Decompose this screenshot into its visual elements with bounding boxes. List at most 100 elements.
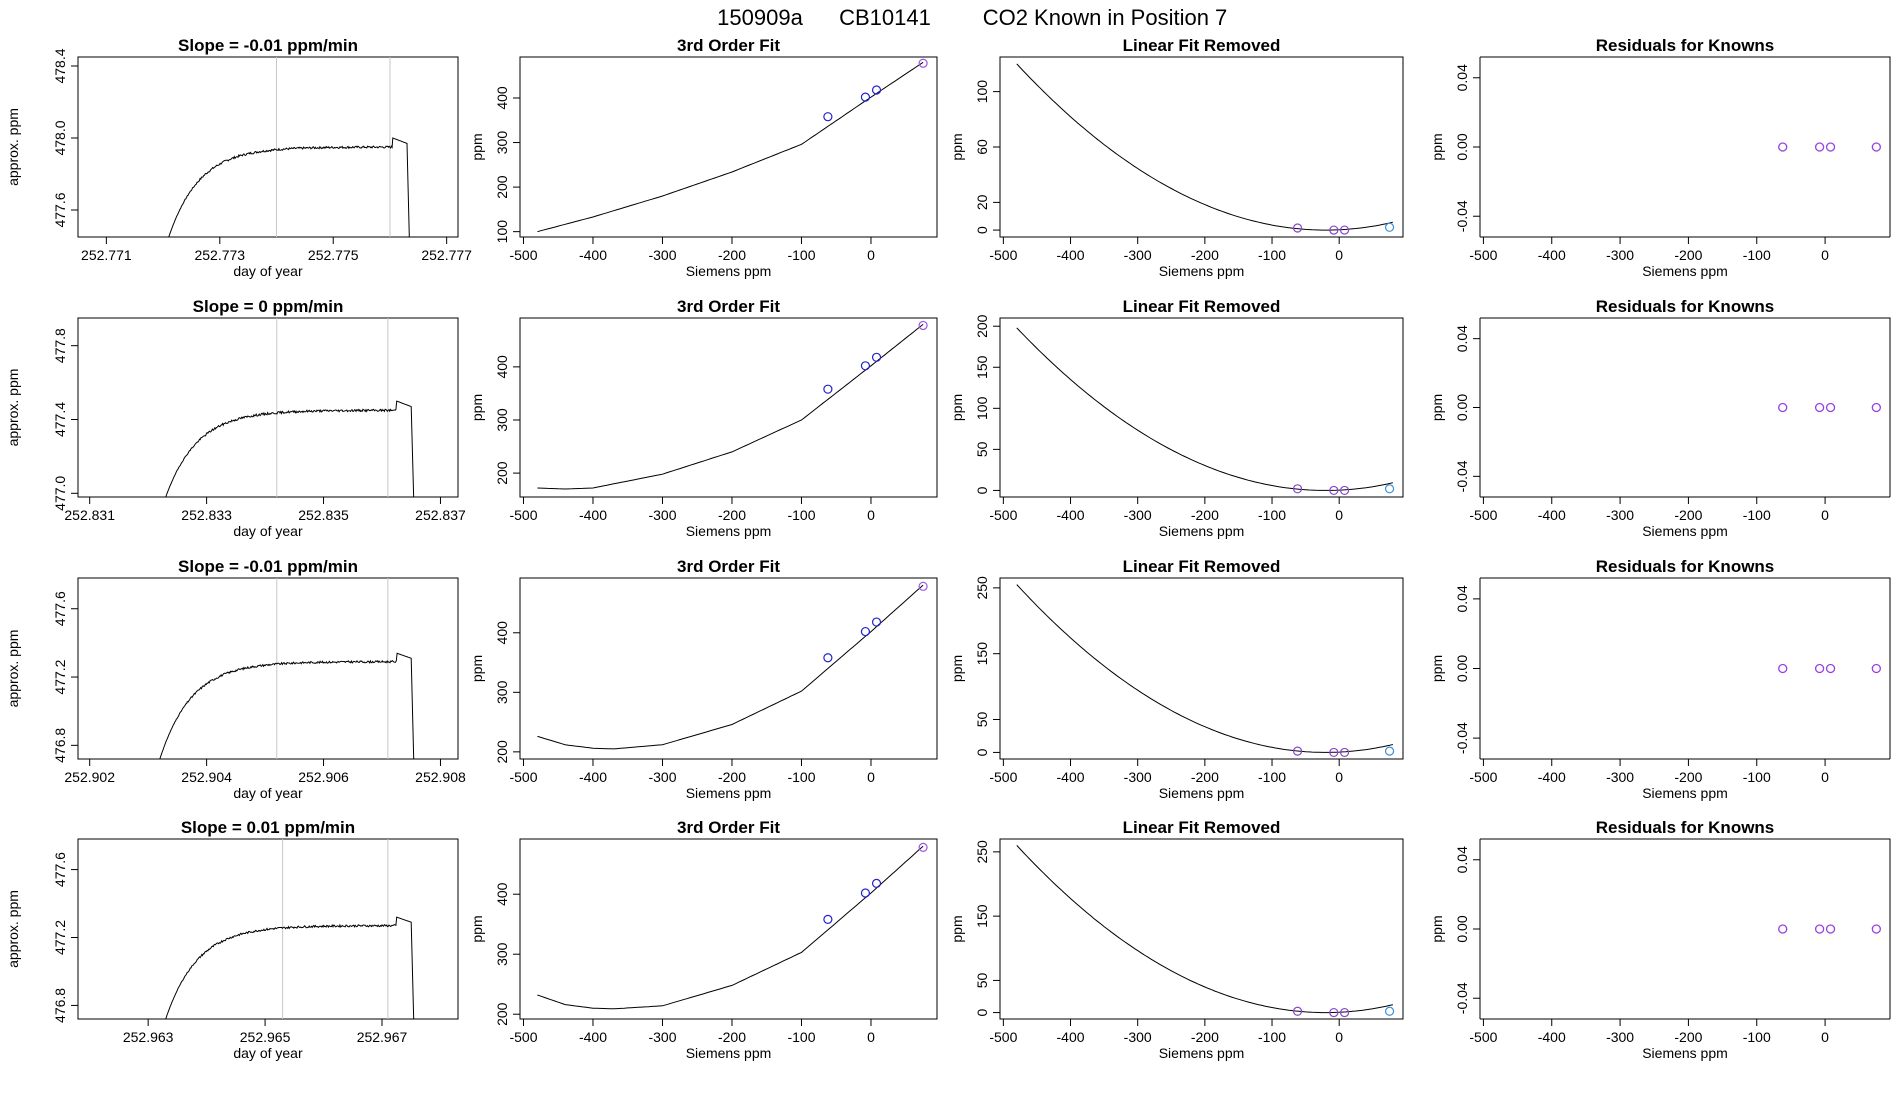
panel-title: 3rd Order Fit	[677, 818, 780, 837]
x-tick-label: 252.906	[298, 769, 349, 785]
plot-area	[537, 58, 928, 233]
known-point	[1384, 222, 1395, 232]
x-tick-label: -500	[1469, 1029, 1497, 1045]
plot-area	[1778, 402, 1881, 413]
residual-curve	[1016, 845, 1394, 1014]
x-tick-label: -100	[1743, 507, 1771, 523]
concentration-trace	[165, 916, 415, 1019]
plot-area	[165, 839, 415, 1019]
y-tick-label: 300	[494, 408, 510, 432]
y-tick-label: 100	[494, 220, 510, 244]
panel-4-linrem: Linear Fit Removed -500 -400 -300 -200 -100 0 0…	[949, 818, 1404, 1061]
plot-area	[159, 578, 415, 759]
y-tick-label: 200	[494, 740, 510, 764]
known-point	[918, 58, 928, 68]
known-point	[823, 914, 833, 925]
residual-point	[1814, 402, 1825, 413]
x-axis-label: Siemens ppm	[1159, 263, 1245, 279]
x-tick-label: -300	[648, 1029, 676, 1045]
residual-curve	[1016, 63, 1394, 231]
x-tick-label: -400	[1057, 1029, 1085, 1045]
known-point	[871, 352, 882, 362]
panel-title: Slope = 0 ppm/min	[193, 297, 344, 316]
x-tick-label: -200	[718, 769, 746, 785]
known-point	[860, 361, 871, 371]
x-tick-label: -300	[1606, 507, 1634, 523]
y-tick-label: 477.8	[52, 328, 68, 363]
plot-area	[537, 842, 928, 1010]
y-tick-label: 478.0	[52, 120, 68, 155]
y-tick-label: 477.0	[52, 476, 68, 511]
plot-area	[1016, 845, 1395, 1018]
x-tick-label: 0	[1821, 247, 1829, 263]
plot-frame	[1480, 317, 1891, 497]
x-tick-label: 0	[1821, 507, 1829, 523]
x-tick-label: 0	[867, 507, 875, 523]
y-tick-label: 0.00	[1454, 133, 1470, 160]
x-axis-label: Siemens ppm	[1159, 523, 1245, 539]
y-tick-label: 300	[494, 131, 510, 155]
x-tick-label: 252.777	[421, 247, 472, 263]
x-tick-label: 0	[867, 247, 875, 263]
plot-area	[1016, 63, 1395, 235]
panel-3-linrem: Linear Fit Removed -500 -400 -300 -200 -100 0 0…	[949, 557, 1404, 801]
x-tick-label: -100	[787, 247, 815, 263]
x-tick-label: -400	[579, 507, 607, 523]
residual-point	[1871, 402, 1881, 413]
plot-frame	[1480, 577, 1891, 759]
residual-point	[1825, 924, 1836, 934]
known-point	[1339, 1007, 1350, 1018]
x-tick-label: 252.963	[123, 1029, 174, 1045]
y-axis-label: approx. ppm	[5, 369, 21, 447]
plot-frame	[519, 577, 938, 760]
x-tick-label: -100	[1258, 769, 1286, 785]
y-tick-label: 250	[974, 840, 990, 864]
plot-frame	[999, 577, 1404, 760]
plot-frame	[519, 317, 938, 498]
x-tick-label: -300	[1606, 1029, 1634, 1045]
panel-title: 3rd Order Fit	[677, 557, 780, 576]
panel-title: Slope = -0.01 ppm/min	[178, 557, 358, 576]
y-tick-label: 477.6	[52, 852, 68, 887]
x-tick-label: -100	[1743, 769, 1771, 785]
x-axis-label: Siemens ppm	[686, 1045, 772, 1061]
y-tick-label: 477.6	[52, 192, 68, 227]
x-tick-label: -200	[718, 247, 746, 263]
x-tick-label: -100	[1258, 1029, 1286, 1045]
x-tick-label: -500	[509, 507, 537, 523]
fit-curve	[537, 845, 924, 1010]
y-tick-label: 0	[974, 226, 990, 234]
x-tick-label: -200	[718, 507, 746, 523]
x-tick-label: -500	[1469, 507, 1497, 523]
y-tick-label: 50	[974, 972, 990, 988]
plot-area	[165, 318, 415, 497]
x-tick-label: -300	[648, 769, 676, 785]
x-tick-label: -100	[1743, 1029, 1771, 1045]
x-axis-label: day of year	[233, 785, 303, 801]
x-axis-label: day of year	[233, 263, 303, 279]
panel-1-linrem: Linear Fit Removed -500 -400 -300 -200 -100 0 0…	[949, 36, 1404, 279]
concentration-trace	[168, 137, 410, 237]
known-point	[1339, 225, 1350, 235]
x-tick-label: -300	[1606, 247, 1634, 263]
x-tick-label: -400	[1538, 1029, 1566, 1045]
known-point	[918, 320, 928, 331]
panel-1-resid: Residuals for Knowns -500 -400 -300 -200 -100…	[1429, 36, 1891, 279]
panel-title: Residuals for Knowns	[1596, 818, 1775, 837]
panel-3-time: Slope = -0.01 ppm/min 252.902 252.904 252.9…	[5, 557, 466, 801]
known-point	[1292, 484, 1303, 494]
known-point	[1292, 1006, 1303, 1016]
residual-point	[1871, 924, 1881, 934]
x-tick-label: 0	[1821, 1029, 1829, 1045]
x-tick-label: 252.771	[81, 247, 132, 263]
panel-4-fit: 3rd Order Fit -500 -400 -300 -200 -100 0 200 300…	[469, 818, 938, 1061]
y-tick-label: 200	[974, 314, 990, 338]
x-tick-label: -500	[509, 247, 537, 263]
x-tick-label: -200	[1674, 1029, 1702, 1045]
y-tick-label: 0.04	[1454, 325, 1470, 352]
x-tick-label: -100	[787, 769, 815, 785]
panel-title: Slope = -0.01 ppm/min	[178, 36, 358, 55]
x-tick-label: 252.773	[194, 247, 245, 263]
y-tick-label: 100	[974, 396, 990, 420]
known-point	[871, 878, 882, 889]
